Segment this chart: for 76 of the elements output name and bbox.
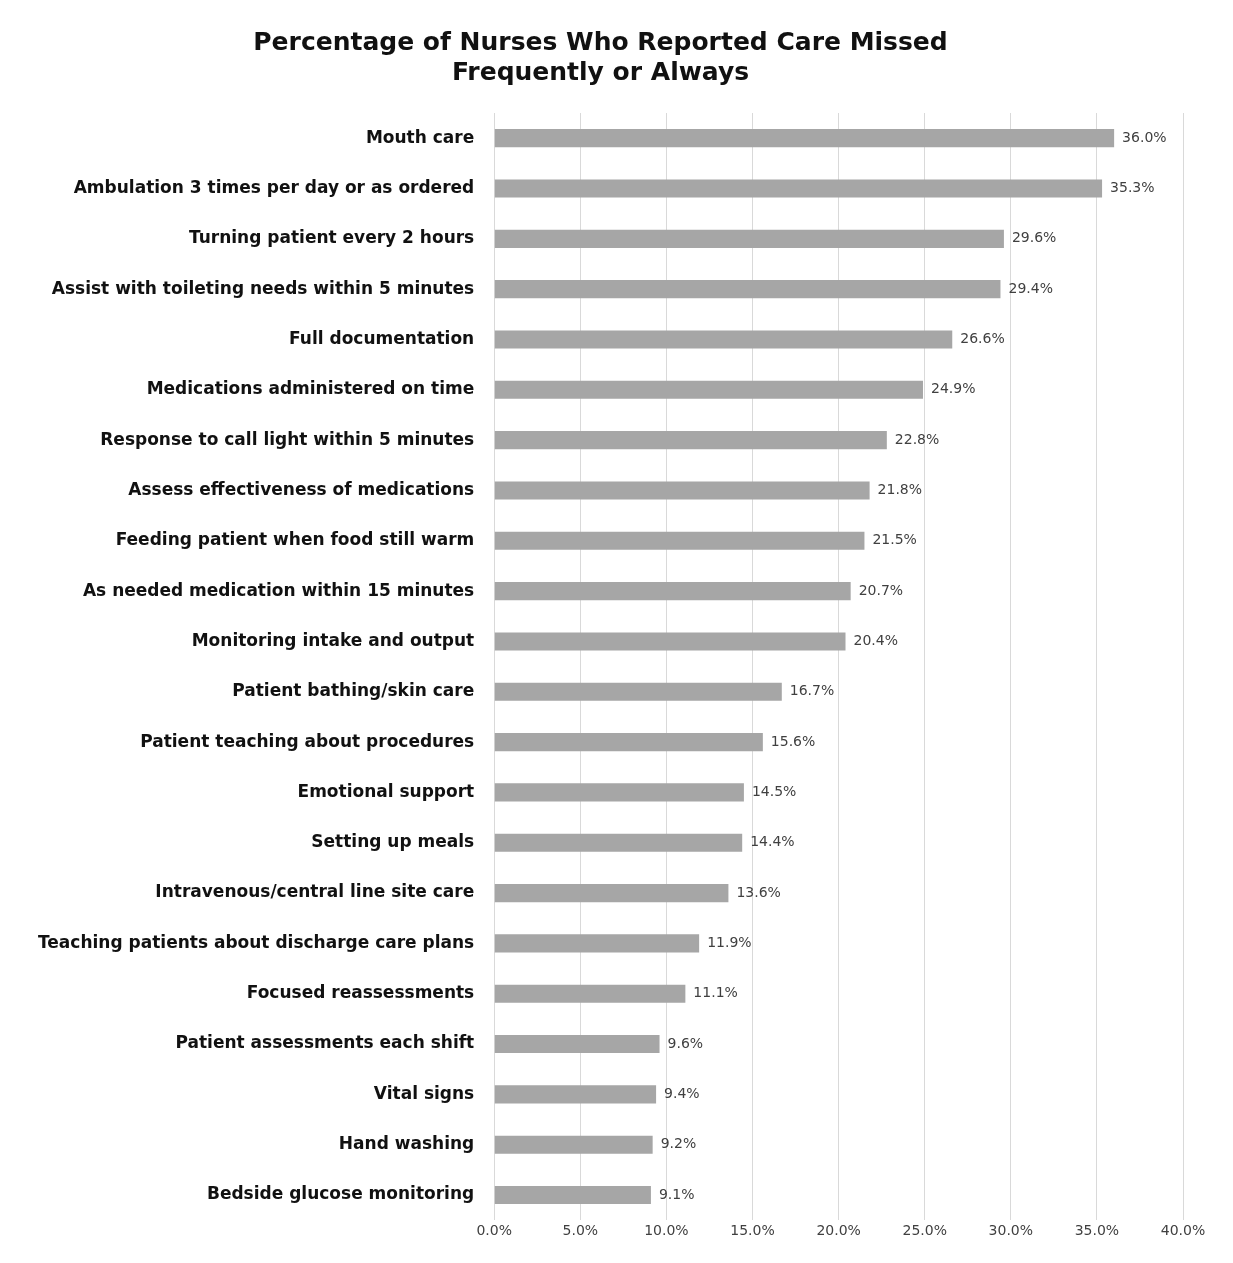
data-label: 26.6% — [960, 330, 1005, 347]
x-tick-label: 40.0% — [1160, 1222, 1206, 1239]
y-tick-label: Mouth care — [365, 126, 475, 147]
y-tick-label: Feeding patient when food still warm — [115, 529, 475, 550]
chart-title: Percentage of Nurses Who Reported Care Missed Frequently or Always — [253, 26, 948, 86]
bar — [494, 1185, 651, 1205]
bar — [494, 833, 743, 852]
bar — [494, 531, 865, 550]
y-tick-label: Emotional support — [297, 780, 475, 801]
bar — [494, 783, 744, 802]
y-tick-label: Turning patient every 2 hours — [188, 227, 475, 248]
data-label: 9.1% — [658, 1185, 695, 1202]
bar — [494, 179, 1103, 198]
x-tick-label: 35.0% — [1074, 1222, 1120, 1239]
y-tick-label: Response to call light within 5 minutes — [100, 428, 475, 449]
data-label: 14.4% — [750, 833, 795, 850]
y-tick-label: Assist with toileting needs within 5 minutes — [51, 277, 475, 298]
bar — [494, 1085, 657, 1104]
y-tick-label: Vital signs — [373, 1082, 475, 1103]
y-tick-label: Ambulation 3 times per day or as ordered — [73, 176, 475, 197]
y-tick-label: Patient bathing/skin care — [232, 680, 475, 701]
data-label: 11.9% — [707, 934, 752, 951]
data-label: 29.4% — [1008, 279, 1053, 296]
x-tick-label: 0.0% — [476, 1222, 513, 1239]
bar — [494, 129, 1115, 148]
y-tick-label: Full documentation — [289, 327, 475, 348]
bar — [494, 330, 953, 349]
y-tick-label: Focused reassessments — [246, 982, 475, 1003]
x-tick-label: 30.0% — [988, 1222, 1034, 1239]
data-label: 24.9% — [930, 380, 976, 397]
y-tick-label: Medications administered on time — [146, 378, 475, 399]
bar — [494, 733, 763, 752]
bar — [494, 431, 887, 450]
bar — [494, 682, 782, 701]
bar — [494, 582, 851, 601]
data-label: 9.2% — [660, 1135, 697, 1152]
data-label: 9.4% — [664, 1085, 700, 1102]
x-tick-label: 25.0% — [902, 1222, 947, 1239]
y-tick-label: Assess effectiveness of medications — [128, 478, 475, 499]
y-tick-label: Setting up meals — [311, 831, 475, 852]
bar — [494, 632, 846, 651]
bar — [494, 229, 1004, 248]
data-label: 20.4% — [853, 632, 898, 649]
bar — [494, 884, 729, 903]
data-label: 11.1% — [693, 984, 738, 1001]
y-tick-label: As needed medication within 15 minutes — [82, 579, 475, 600]
y-tick-label: Teaching patients about discharge care plans — [38, 931, 475, 952]
data-label: 35.3% — [1110, 179, 1155, 196]
data-label: 21.5% — [872, 531, 917, 548]
x-tick-label: 5.0% — [562, 1222, 599, 1239]
data-label: 9.6% — [667, 1034, 704, 1051]
bar — [494, 984, 686, 1003]
data-label: 16.7% — [789, 682, 835, 699]
x-tick-label: 20.0% — [816, 1222, 861, 1239]
bar — [494, 934, 700, 953]
data-label: 20.7% — [858, 581, 904, 598]
y-tick-label: Hand washing — [338, 1133, 475, 1154]
bar — [494, 1035, 660, 1054]
y-tick-label: Patient teaching about procedures — [140, 730, 475, 751]
data-label: 21.8% — [877, 481, 923, 498]
data-label: 29.6% — [1011, 229, 1057, 246]
data-label: 15.6% — [770, 732, 816, 749]
bar — [494, 1135, 653, 1154]
bar — [494, 380, 923, 399]
y-tick-label: Bedside glucose monitoring — [206, 1183, 475, 1204]
data-label: 36.0% — [1122, 128, 1167, 145]
bar — [494, 481, 870, 500]
y-tick-label: Patient assessments each shift — [175, 1032, 475, 1053]
y-tick-label: Monitoring intake and output — [191, 629, 475, 650]
y-tick-label: Intravenous/central line site care — [155, 881, 475, 902]
data-label: 22.8% — [894, 430, 940, 447]
x-tick-label: 10.0% — [644, 1222, 689, 1239]
x-tick-label: 15.0% — [730, 1222, 775, 1239]
data-label: 13.6% — [736, 883, 781, 900]
data-label: 14.5% — [751, 783, 797, 800]
bar — [494, 280, 1001, 299]
